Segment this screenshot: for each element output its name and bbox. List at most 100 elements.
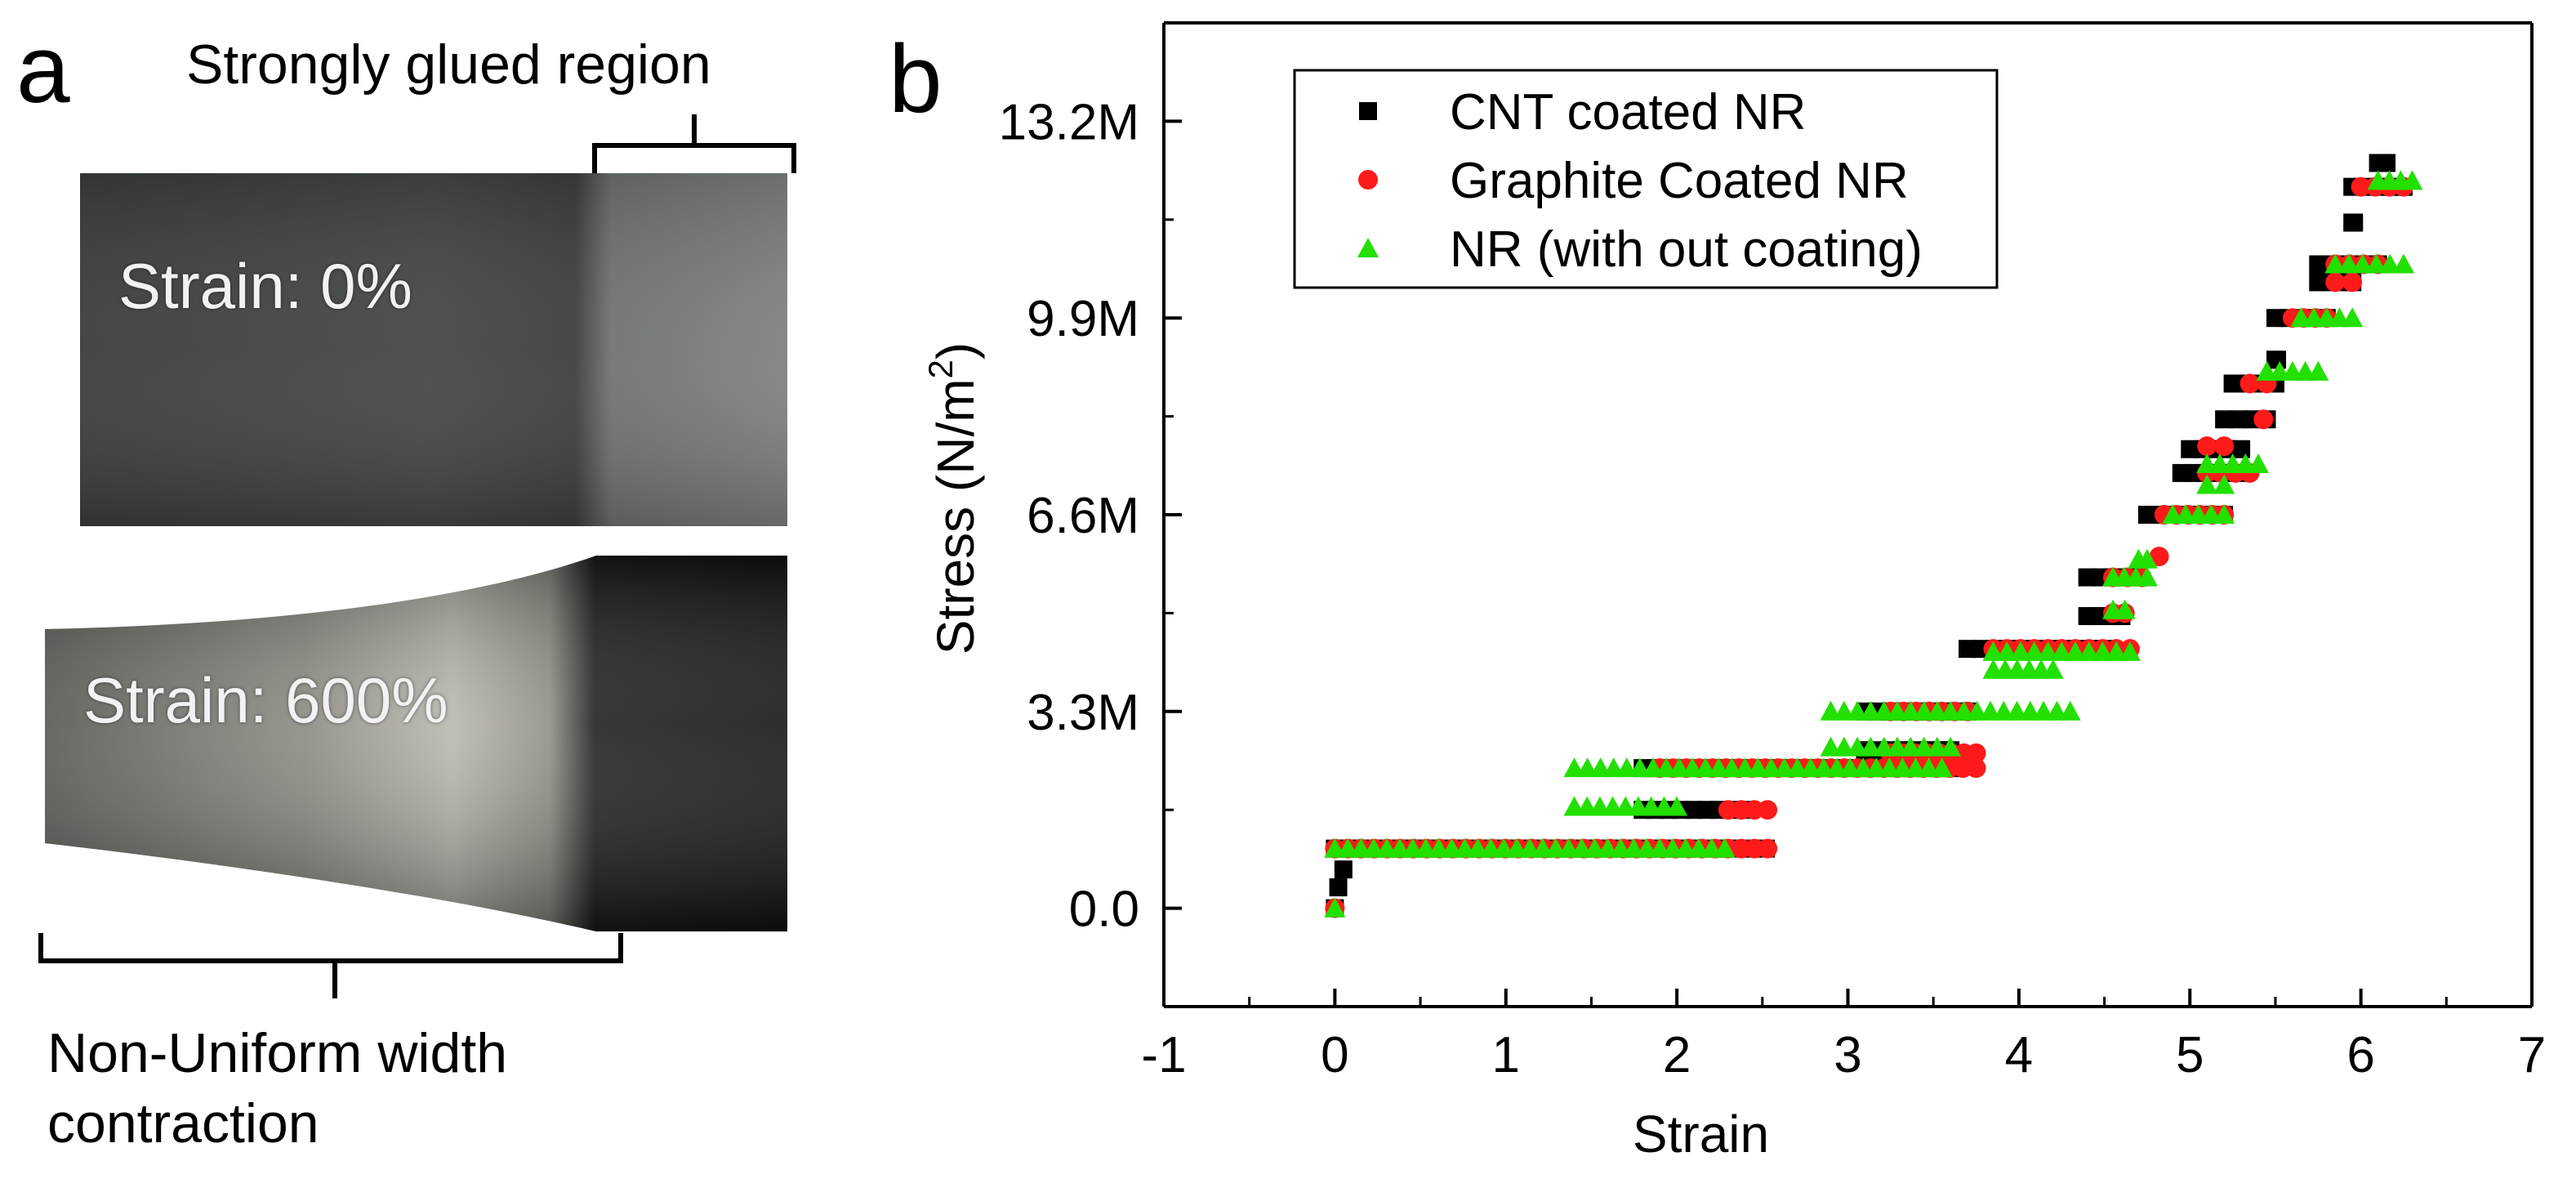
data-point	[2196, 474, 2218, 494]
data-point	[2033, 700, 2055, 721]
data-point	[1966, 743, 1986, 763]
data-point	[1926, 700, 1948, 721]
data-point	[1926, 736, 1948, 757]
data-point	[1873, 736, 1895, 757]
data-point	[1886, 736, 1908, 757]
x-tick-label: 4	[2005, 1027, 2033, 1083]
strain-600-label: Strain: 600%	[83, 664, 448, 736]
data-point	[2248, 453, 2269, 473]
y-tick-label: 0.0	[1069, 882, 1139, 938]
data-point	[1833, 700, 1855, 721]
data-point	[1324, 897, 1346, 918]
data-point	[2197, 436, 2217, 457]
legend-label: Graphite Coated NR	[1450, 153, 1909, 209]
data-point	[1940, 736, 1962, 757]
data-point	[2342, 272, 2363, 293]
y-axis-label: Stress (N/m2)	[921, 342, 985, 654]
data-point	[2149, 547, 2169, 567]
data-point	[2213, 504, 2235, 524]
legend-marker	[1359, 102, 1377, 120]
data-point	[2342, 307, 2364, 328]
data-point	[2006, 700, 2028, 721]
data-point	[2338, 253, 2360, 274]
data-point	[1966, 700, 1988, 721]
stress-strain-chart: -1 0 1 2 3 4 5 6 7 0.0 3.3M 6.6M 9.9M 13.2M Strain Str…	[921, 21, 2546, 1163]
legend-label: NR (with out coating)	[1450, 221, 1923, 278]
data-point	[2324, 253, 2346, 274]
data-point	[1913, 736, 1935, 757]
legend-marker	[1357, 238, 1379, 257]
data-point	[1993, 700, 2015, 721]
data-point	[2136, 566, 2158, 587]
data-point	[1900, 700, 1922, 721]
x-tick-label: 7	[2518, 1027, 2546, 1083]
series-triangle	[1324, 170, 2423, 918]
data-point	[2064, 641, 2086, 661]
data-point	[2232, 440, 2251, 458]
data-point	[1940, 700, 1962, 721]
data-point	[2214, 436, 2235, 457]
data-point	[1913, 700, 1935, 721]
data-point	[1953, 700, 1975, 721]
data-point	[2213, 474, 2235, 494]
data-point	[2042, 659, 2064, 679]
data-point	[2119, 641, 2141, 661]
data-point	[1847, 736, 1869, 757]
data-point	[2223, 374, 2242, 393]
data-point	[1886, 700, 1908, 721]
data-point	[1820, 736, 1842, 757]
panel-b: b -1 0 1 2 3 4 5 6 7 0.0 3.3M 6.6M 9.9M 13.2M Strain S…	[817, 0, 2576, 1179]
data-point	[1758, 838, 1778, 859]
data-point	[2325, 272, 2346, 293]
panel-b-letter: b	[889, 25, 943, 133]
data-point	[1666, 796, 1688, 816]
data-point	[2229, 410, 2248, 429]
data-point	[2136, 548, 2158, 569]
data-point	[2268, 351, 2287, 369]
strip-photos	[38, 114, 796, 998]
data-point	[2307, 360, 2329, 381]
data-point	[1329, 878, 1348, 897]
data-point	[1966, 758, 1986, 779]
data-point	[2379, 253, 2401, 274]
data-point	[1758, 800, 1778, 820]
x-tick-label: 0	[1321, 1027, 1348, 1083]
data-point	[2351, 176, 2371, 197]
data-point	[2051, 641, 2073, 661]
data-point	[1900, 736, 1922, 757]
panel-a: a Strongly glued region	[0, 0, 817, 1179]
y-tick-label: 6.6M	[1027, 488, 1139, 544]
data-point	[1931, 757, 1953, 778]
x-tick-label: 6	[2346, 1027, 2374, 1083]
data-point	[2392, 253, 2414, 274]
caption-line-2: contraction	[47, 1092, 319, 1154]
legend-marker	[1358, 170, 1378, 190]
legend-box	[1293, 69, 1999, 289]
panel-a-letter: a	[16, 16, 70, 123]
data-point	[1833, 736, 1855, 757]
glued-region-label: Strongly glued region	[186, 33, 711, 96]
x-axis-label: Strain	[1633, 1105, 1769, 1163]
data-point	[1860, 700, 1882, 721]
data-point	[2009, 641, 2031, 661]
x-tick-label: -1	[1141, 1027, 1186, 1083]
data-point	[2078, 641, 2100, 661]
strain-0-label: Strain: 0%	[118, 250, 412, 322]
y-tick-label: 3.3M	[1027, 685, 1139, 741]
y-tick-label: 9.9M	[1027, 291, 1139, 347]
data-point	[1982, 641, 2004, 661]
y-tick-label: 13.2M	[999, 94, 1139, 150]
x-tick-label: 3	[1834, 1027, 1861, 1083]
data-point	[1847, 700, 1869, 721]
data-point	[1820, 700, 1842, 721]
data-point	[2037, 641, 2059, 661]
data-point	[2365, 253, 2387, 274]
x-tick-label: 5	[2176, 1027, 2204, 1083]
caption-line-1: Non-Uniform width	[47, 1022, 508, 1084]
data-point	[2351, 253, 2373, 274]
data-point	[2092, 641, 2114, 661]
data-point	[1860, 736, 1882, 757]
data-point	[1959, 640, 1977, 659]
data-point	[2378, 154, 2396, 172]
data-point	[1996, 641, 2018, 661]
